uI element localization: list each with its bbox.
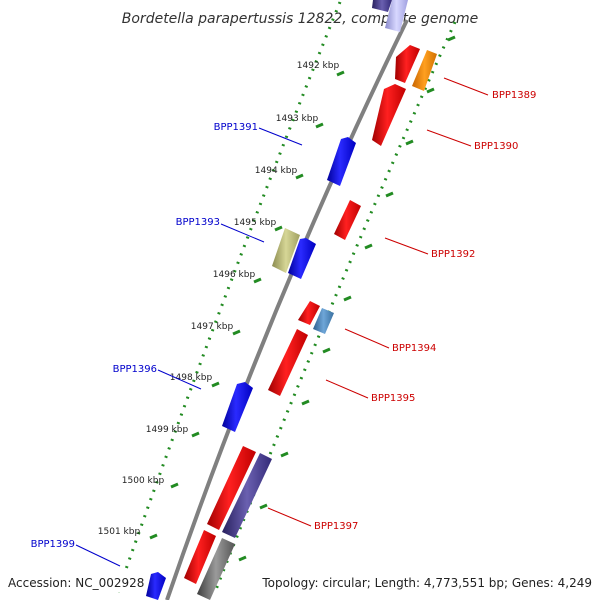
map-title: Bordetella parapertussis 12822, complete… (122, 11, 478, 27)
gene-labels: BPP1389 BPP1390 BPP1391 BPP1392 BPP1393 … (31, 90, 537, 550)
label-leaders (75, 77, 489, 567)
gene-label-bpp1392[interactable]: BPP1392 (431, 249, 475, 260)
gene-top-b[interactable] (385, 0, 408, 32)
reverse-genes (146, 137, 356, 600)
accession-text: Accession: NC_002928 (8, 576, 144, 590)
gene-bpp1393b[interactable] (288, 238, 316, 279)
gene-bpp1396[interactable] (222, 382, 253, 432)
gene-label-bpp1395[interactable]: BPP1395 (371, 393, 415, 404)
gene-bpp1394a[interactable] (298, 301, 320, 325)
gene-label-bpp1389[interactable]: BPP1389 (492, 90, 536, 101)
gene-bpp1399[interactable] (146, 572, 166, 600)
kbp-label: 1494 kbp (255, 166, 298, 176)
gene-bpp1389[interactable] (412, 50, 437, 91)
genome-backbone (165, 19, 409, 600)
gene-bpp1392[interactable] (334, 200, 361, 240)
gene-label-bpp1397[interactable]: BPP1397 (314, 521, 358, 532)
gene-bpp1398a[interactable] (184, 530, 216, 584)
gene-bpp1397[interactable] (222, 453, 272, 538)
topology-text: Topology: circular; Length: 4,773,551 bp… (261, 576, 592, 590)
kbp-label: 1496 kbp (213, 270, 256, 280)
gene-bpp1393[interactable] (272, 228, 300, 273)
gene-label-bpp1391[interactable]: BPP1391 (214, 122, 258, 133)
gene-bpp1390[interactable] (372, 84, 406, 146)
gene-top[interactable] (372, 0, 392, 12)
gene-bpp1391[interactable] (327, 137, 356, 186)
kbp-label: 1500 kbp (122, 476, 165, 486)
kbp-labels: 1492 kbp 1493 kbp 1494 kbp 1495 kbp 1496… (98, 61, 340, 537)
forward-genes (184, 0, 437, 600)
gene-label-bpp1396[interactable]: BPP1396 (113, 364, 157, 375)
footer-right-bg (256, 572, 596, 592)
gene-bpp1397a[interactable] (207, 446, 256, 530)
gene-bpp1394[interactable] (313, 308, 334, 334)
kbp-label: 1501 kbp (98, 527, 141, 537)
kbp-tick-marks (149, 70, 345, 540)
outer-ring-ticks (238, 35, 456, 562)
gene-label-bpp1393[interactable]: BPP1393 (176, 217, 220, 228)
gene-label-bpp1390[interactable]: BPP1390 (474, 141, 518, 152)
gene-bpp1389a[interactable] (395, 45, 420, 83)
gene-label-bpp1399[interactable]: BPP1399 (31, 539, 75, 550)
gene-bpp1398[interactable] (197, 538, 235, 600)
kbp-label: 1498 kbp (170, 373, 213, 383)
kbp-label: 1493 kbp (276, 114, 319, 124)
outer-tick-ring (213, 21, 457, 593)
kbp-label: 1495 kbp (234, 218, 277, 228)
footer-left-bg (4, 572, 146, 592)
kbp-label: 1499 kbp (146, 425, 189, 435)
kbp-label: 1492 kbp (297, 61, 340, 71)
gene-bpp1395[interactable] (268, 329, 308, 396)
gene-label-bpp1394[interactable]: BPP1394 (392, 343, 436, 354)
kbp-label: 1497 kbp (191, 322, 234, 332)
inner-tick-ring (116, 1, 342, 593)
